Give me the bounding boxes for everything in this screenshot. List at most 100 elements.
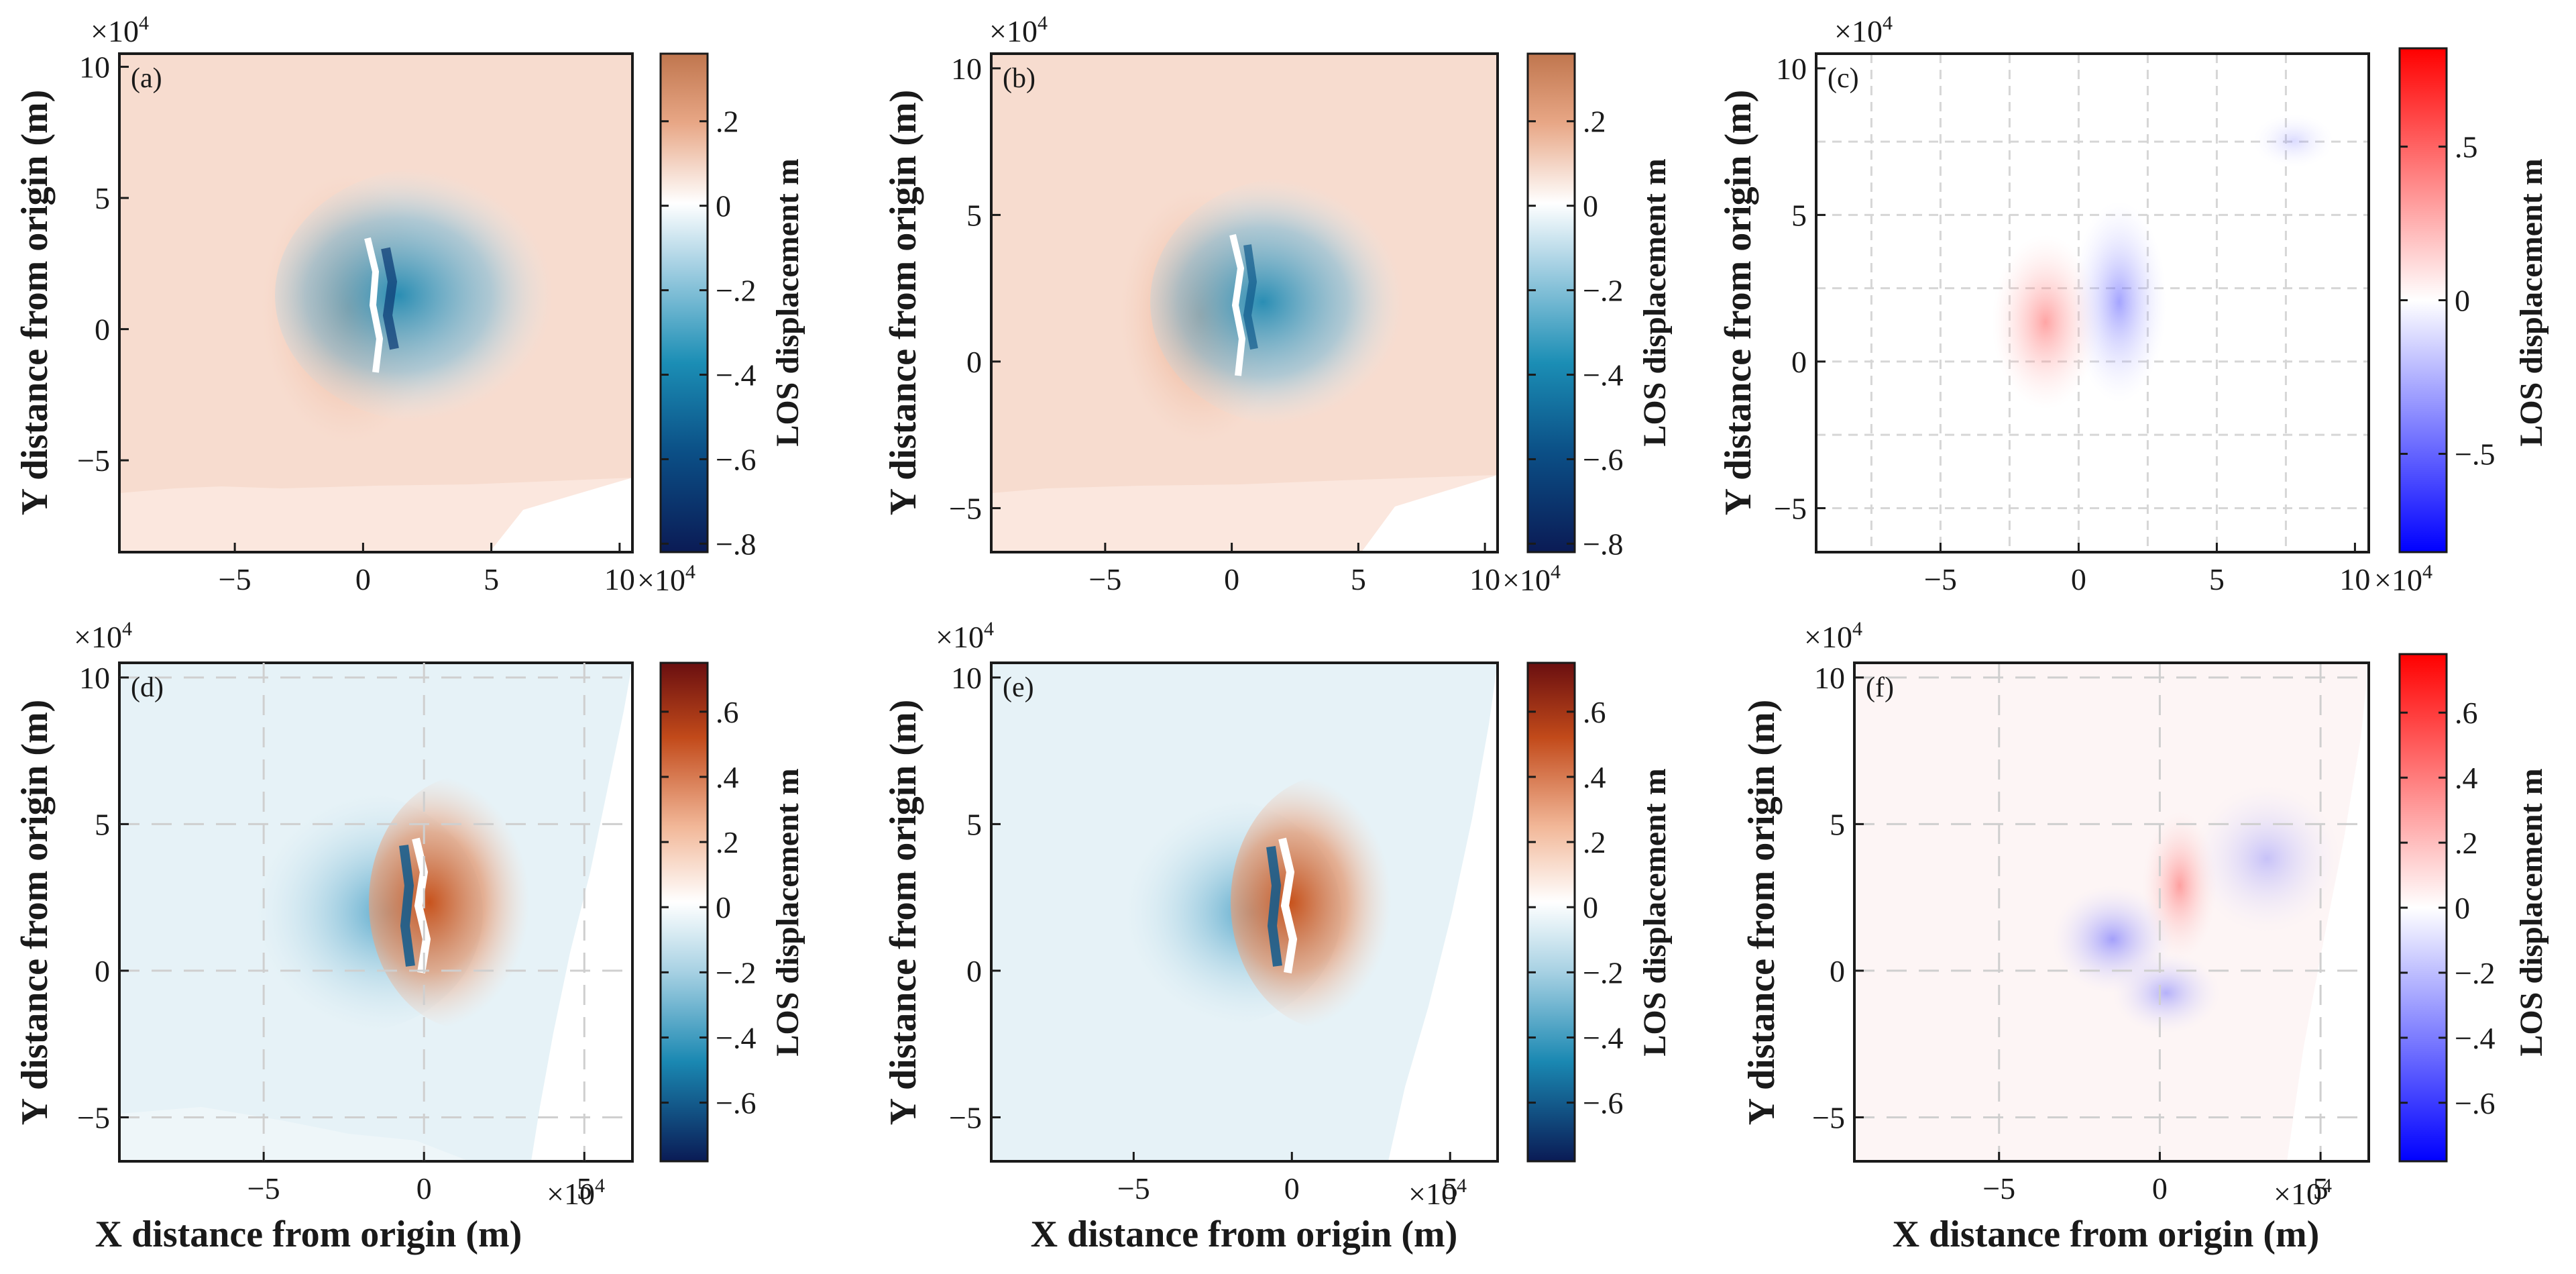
colorbar-tick-label: −.6	[1583, 1086, 1623, 1120]
panel-e-colorbar-ticks: .6 .4 .2 0 −.2 −.4 −.6	[1528, 695, 1623, 1120]
panel-a-y-axis-label: Y distance from origin (m)	[14, 90, 56, 516]
panel-a: −5 0 5 10 −5 0 5 10 (a) Y distance from origin…	[14, 12, 805, 597]
panel-d-colorbar-label: LOS displacement m	[770, 768, 805, 1056]
colorbar-tick-label: .4	[1583, 760, 1606, 794]
x-tick-label: −5	[219, 562, 251, 596]
panel-e-y-ticks: −5 0 5 10	[949, 661, 1001, 1134]
x-tick-label: 10	[1469, 562, 1500, 596]
panel-d-positive-lobe	[369, 775, 570, 1030]
panel-f-nodata	[2287, 663, 2369, 1161]
colorbar-tick-label: −.5	[2455, 437, 2495, 471]
y-tick-label: 5	[1791, 198, 1807, 232]
y-tick-label: 0	[966, 954, 982, 988]
panel-d-colorbar	[659, 661, 709, 1163]
colorbar-tick-label: −.4	[1583, 1020, 1623, 1055]
colorbar-tick-label: −.6	[1583, 442, 1623, 476]
panel-c-frame	[1815, 52, 2370, 553]
x-tick-label: 10	[604, 562, 635, 596]
panel-a-x-ticks: −5 0 5 10	[219, 543, 635, 596]
panel-f-x-ticks: −5 0 5	[1982, 1152, 2329, 1206]
panel-f-frame	[1853, 661, 2370, 1163]
panel-c-x-multiplier: ×104	[2374, 561, 2432, 597]
panel-d-rupture-core	[399, 845, 415, 967]
y-tick-label: 10	[1814, 661, 1845, 695]
panel-e-rupture-core	[1266, 846, 1282, 967]
y-tick-label: 0	[95, 313, 110, 347]
y-tick-label: −5	[949, 1100, 982, 1134]
x-tick-label: 5	[577, 1171, 592, 1206]
colorbar-tick-label: .2	[716, 105, 739, 139]
panel-b-x-multiplier: ×104	[1502, 561, 1561, 597]
panel-b-rupture-trace	[1229, 233, 1246, 376]
panel-a-nodata-corner	[490, 478, 632, 552]
x-tick-label: −5	[247, 1171, 280, 1206]
panel-d-rupture-trace	[412, 837, 431, 973]
panel-c-colorbar-label: LOS displacement m	[2514, 158, 2549, 446]
panel-e-label: (e)	[1003, 672, 1034, 703]
panel-e-x-multiplier: ×104	[1408, 1175, 1467, 1211]
panel-a-colorbar	[659, 52, 709, 553]
colorbar-tick-label: −.4	[716, 1020, 756, 1055]
panel-a-colorbar-ticks: .2 0 −.2 −.4 −.6 −.8	[661, 105, 756, 561]
panel-e-x-ticks: −5 0 5	[1117, 1152, 1458, 1206]
colorbar-tick-label: −.2	[2455, 956, 2495, 990]
y-tick-label: −5	[1812, 1100, 1845, 1134]
panel-b-colorbar	[1526, 52, 1576, 553]
panel-d-x-multiplier: ×104	[547, 1175, 605, 1211]
panel-e-x-axis-label: X distance from origin (m)	[1031, 1214, 1458, 1255]
panel-b-colorbar-ticks: .2 0 −.2 −.4 −.6 −.8	[1528, 105, 1623, 561]
panel-a-label: (a)	[131, 63, 162, 94]
colorbar-tick-label: .4	[2455, 761, 2478, 795]
panel-e-nodata	[1388, 663, 1498, 1161]
panel-d-frame	[118, 661, 634, 1163]
y-tick-label: 5	[95, 181, 110, 215]
y-tick-label: 0	[95, 954, 110, 988]
panel-d-y-axis-label: Y distance from origin (m)	[14, 700, 56, 1126]
panel-e-positive-lobe	[1231, 775, 1432, 1030]
y-tick-label: −5	[77, 1100, 110, 1134]
panel-b-nodata-corner	[1361, 475, 1498, 552]
colorbar-tick-label: 0	[2455, 891, 2470, 925]
y-tick-label: −5	[77, 443, 110, 478]
panel-b-rupture-core	[1243, 244, 1258, 350]
colorbar-tick-label: −.8	[1583, 527, 1623, 561]
panel-c-faint-patch	[2253, 114, 2334, 168]
panel-c-y-multiplier: ×104	[1834, 12, 1893, 48]
panel-e-colorbar	[1526, 661, 1576, 1163]
panel-f-colorbar-ticks: .6 .4 .2 0 −.2 −.4 −.6	[2400, 696, 2495, 1120]
x-tick-label: 5	[484, 562, 499, 596]
panel-b-y-multiplier: ×104	[989, 12, 1048, 48]
y-tick-label: 0	[966, 345, 982, 379]
colorbar-tick-label: −.4	[2455, 1021, 2495, 1055]
panel-f-negative-patch-south	[2113, 953, 2220, 1033]
colorbar-tick-label: −.6	[716, 1086, 756, 1120]
colorbar-tick-label: 0	[1583, 890, 1598, 924]
panel-c-colorbar-ticks: .5 0 −.5	[2400, 130, 2495, 471]
x-tick-label: 0	[2152, 1171, 2168, 1206]
panel-f-grid	[1854, 663, 2369, 1161]
y-tick-label: 5	[95, 807, 110, 841]
panel-e-frame	[990, 661, 1499, 1163]
panel-f-x-axis-label: X distance from origin (m)	[1893, 1214, 2320, 1255]
colorbar-tick-label: −.6	[2455, 1086, 2495, 1120]
panel-b-frame	[990, 52, 1499, 553]
y-tick-label: −5	[1774, 491, 1807, 525]
panel-f-negative-patch-east	[2193, 785, 2341, 933]
colorbar-tick-label: −.4	[1583, 358, 1623, 392]
panel-f-y-ticks: −5 0 5 10	[1812, 661, 1864, 1134]
panel-f-y-multiplier: ×104	[1804, 618, 1862, 654]
panel-d-x-axis-label: X distance from origin (m)	[95, 1214, 522, 1255]
panel-b-negative-lobe	[1150, 178, 1432, 426]
panel-b: −5 0 5 10 −5 0 5 10 (b) Y distance from origin…	[883, 12, 1673, 597]
panel-b-label: (b)	[1003, 63, 1035, 94]
y-tick-label: 10	[79, 661, 110, 695]
x-tick-label: 0	[355, 562, 371, 596]
panel-b-colorbar-label: LOS displacement m	[1637, 158, 1673, 446]
colorbar-tick-label: −.2	[1583, 955, 1623, 990]
panel-a-rupture-core	[381, 247, 399, 350]
x-tick-label: 0	[416, 1171, 432, 1206]
colorbar-tick-label: 0	[716, 189, 731, 223]
panel-f-label: (f)	[1866, 672, 1894, 703]
panel-e-rupture-trace	[1278, 837, 1298, 973]
x-tick-label: 5	[1443, 1171, 1458, 1206]
